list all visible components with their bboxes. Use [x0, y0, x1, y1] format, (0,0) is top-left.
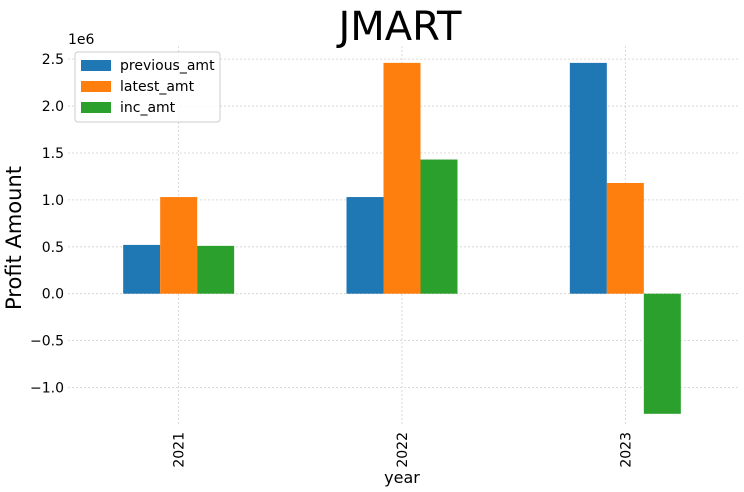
y-tick-label: −1.0 — [30, 381, 64, 397]
bars-layer — [123, 62, 681, 414]
y-tick-label: 2.5 — [42, 52, 64, 68]
y-tick-label: −0.5 — [30, 334, 64, 350]
y-tick-label: 2.0 — [42, 99, 64, 115]
bar-latest_amt-2021 — [160, 197, 198, 294]
bar-inc_amt-2021 — [197, 245, 235, 294]
legend-label-previous_amt: previous_amt — [120, 58, 215, 74]
legend-swatch-inc_amt — [81, 102, 111, 113]
chart-title: JMART — [336, 4, 463, 50]
x-axis-label: year — [384, 468, 420, 487]
x-tick-label: 2021 — [172, 432, 188, 468]
y-tick-label: 0.0 — [42, 287, 64, 303]
x-tick-label: 2022 — [395, 432, 411, 468]
bar-previous_amt-2023 — [569, 62, 607, 294]
bar-previous_amt-2021 — [123, 244, 161, 294]
x-tick-label: 2023 — [618, 432, 634, 468]
bar-inc_amt-2022 — [420, 159, 458, 294]
legend: previous_amt latest_amt inc_amt — [74, 51, 221, 123]
y-tick-label: 1.5 — [42, 146, 64, 162]
bar-inc_amt-2023 — [643, 293, 681, 414]
bar-latest_amt-2022 — [383, 62, 421, 294]
legend-label-inc_amt: inc_amt — [120, 100, 176, 116]
legend-swatch-latest_amt — [81, 81, 111, 92]
legend-frame — [74, 51, 221, 123]
bar-previous_amt-2022 — [346, 197, 384, 294]
y-tick-label: 0.5 — [42, 240, 64, 256]
legend-label-latest_amt: latest_amt — [120, 79, 195, 95]
ticks-layer: −1.0 −0.5 0.0 0.5 1.0 1.5 2.0 2.5 2021 2022 2023 — [30, 52, 634, 468]
y-axis-label: Profit Amount — [2, 166, 26, 310]
bar-latest_amt-2023 — [606, 182, 644, 294]
y-tick-label: 1.0 — [42, 193, 64, 209]
y-offset-text: 1e6 — [68, 32, 95, 48]
legend-swatch-previous_amt — [81, 60, 111, 71]
